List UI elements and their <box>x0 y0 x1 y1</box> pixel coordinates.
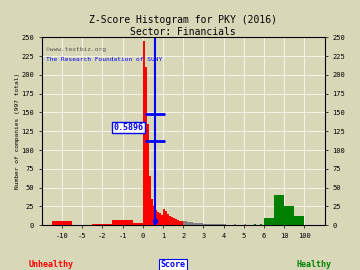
Bar <box>169 216 171 225</box>
Bar <box>234 224 236 225</box>
Bar <box>163 209 165 225</box>
Bar <box>274 195 284 225</box>
Bar <box>207 224 210 225</box>
Bar <box>213 224 216 225</box>
Bar <box>165 211 167 225</box>
Bar <box>179 221 181 225</box>
Text: ©www.textbiz.org: ©www.textbiz.org <box>46 47 106 52</box>
Text: 0.5896: 0.5896 <box>114 123 144 132</box>
Bar <box>193 223 195 225</box>
Bar <box>92 224 112 225</box>
Bar <box>151 199 153 225</box>
Bar <box>112 220 133 225</box>
Bar <box>224 224 226 225</box>
Bar <box>155 210 157 225</box>
Bar <box>260 224 262 225</box>
Bar <box>244 224 246 225</box>
Text: Unhealthy: Unhealthy <box>29 260 74 269</box>
Bar <box>191 222 193 225</box>
Bar <box>167 214 169 225</box>
Bar <box>187 222 189 225</box>
Bar <box>195 223 197 225</box>
Bar <box>171 217 173 225</box>
Bar <box>189 222 191 225</box>
Bar <box>201 223 203 225</box>
Bar <box>254 224 256 225</box>
Bar <box>149 176 151 225</box>
Bar <box>284 206 294 225</box>
Bar <box>183 221 185 225</box>
Bar <box>145 68 147 225</box>
Bar <box>217 224 220 225</box>
Bar <box>133 223 153 225</box>
Bar <box>216 224 217 225</box>
Bar <box>197 223 199 225</box>
Bar <box>185 221 187 225</box>
Bar <box>161 215 163 225</box>
Title: Z-Score Histogram for PKY (2016)
Sector: Financials: Z-Score Histogram for PKY (2016) Sector:… <box>89 15 277 37</box>
Bar <box>294 216 305 225</box>
Bar <box>181 221 183 225</box>
Bar <box>221 224 224 225</box>
Bar <box>52 221 72 225</box>
Text: Healthy: Healthy <box>296 260 331 269</box>
Text: Score: Score <box>160 260 185 269</box>
Bar <box>177 220 179 225</box>
Bar <box>199 223 201 225</box>
Bar <box>173 218 175 225</box>
Bar <box>143 41 145 225</box>
Bar <box>175 219 177 225</box>
Bar <box>147 124 149 225</box>
Bar <box>206 224 207 225</box>
Bar <box>203 224 206 225</box>
Text: The Research Foundation of SUNY: The Research Foundation of SUNY <box>46 58 162 62</box>
Bar <box>210 224 211 225</box>
Bar <box>159 213 161 225</box>
Bar <box>220 224 221 225</box>
Bar <box>211 224 213 225</box>
Bar <box>157 212 159 225</box>
Bar <box>264 218 274 225</box>
Bar <box>153 206 155 225</box>
Y-axis label: Number of companies (997 total): Number of companies (997 total) <box>15 73 20 189</box>
